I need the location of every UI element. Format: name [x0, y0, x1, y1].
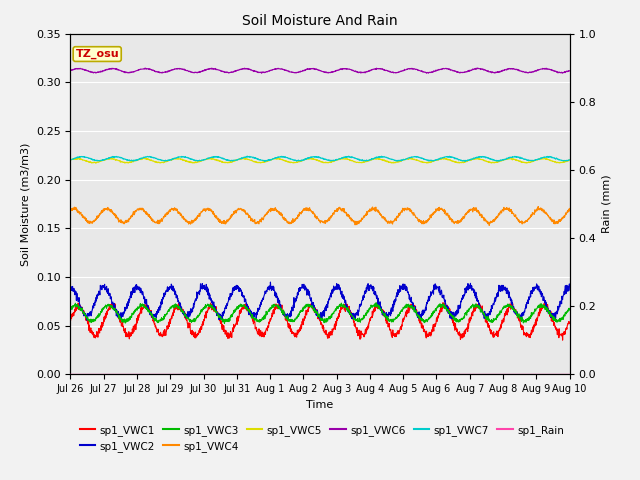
- X-axis label: Time: Time: [307, 400, 333, 409]
- Y-axis label: Soil Moisture (m3/m3): Soil Moisture (m3/m3): [20, 142, 30, 266]
- Text: TZ_osu: TZ_osu: [76, 49, 119, 59]
- Title: Soil Moisture And Rain: Soil Moisture And Rain: [242, 14, 398, 28]
- Legend: sp1_VWC1, sp1_VWC2, sp1_VWC3, sp1_VWC4, sp1_VWC5, sp1_VWC6, sp1_VWC7, sp1_Rain: sp1_VWC1, sp1_VWC2, sp1_VWC3, sp1_VWC4, …: [76, 420, 568, 456]
- Y-axis label: Rain (mm): Rain (mm): [602, 175, 612, 233]
